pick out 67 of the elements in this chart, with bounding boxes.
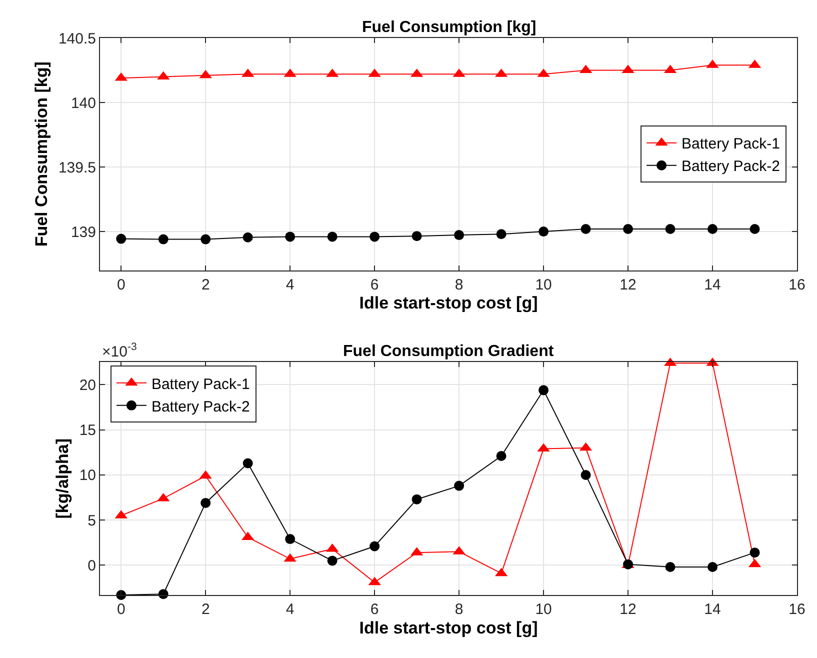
x-tick-label: 16 — [788, 276, 806, 294]
point — [708, 562, 718, 572]
legend-label: Battery Pack-1 — [151, 376, 250, 393]
y-tick-label: 140 — [70, 94, 96, 112]
point — [200, 234, 211, 244]
y-axis-title: Fuel Consumption [kg] — [32, 62, 52, 247]
x-tick-label: 8 — [454, 276, 464, 294]
point — [538, 226, 549, 237]
x-tick-label: 10 — [535, 601, 552, 618]
point — [285, 232, 296, 242]
y-tick-label: 140.5 — [58, 30, 96, 48]
text: ×10$^{-3}$ — [102, 341, 137, 360]
x-tick-label: 4 — [286, 601, 294, 618]
point — [116, 234, 126, 244]
point — [200, 498, 211, 508]
x-tick-label: 14 — [704, 601, 721, 618]
point — [496, 451, 506, 462]
point — [158, 234, 168, 244]
point — [370, 541, 380, 552]
y-axis-title: [kg/alpha] — [52, 438, 72, 519]
y-tick-label: 15 — [79, 422, 96, 440]
point — [454, 480, 464, 491]
x-tick-label: 12 — [620, 276, 636, 294]
point — [327, 556, 338, 566]
point — [538, 385, 549, 396]
y-tick-label: 139 — [70, 224, 96, 241]
x-axis-title: Idle start-stop cost [g] — [359, 618, 538, 638]
legend-label: Battery Pack-2 — [151, 398, 250, 416]
x-tick-label: 6 — [370, 276, 379, 294]
x-tick-label: 10 — [535, 276, 552, 294]
x-tick-label: 2 — [201, 276, 210, 294]
point — [454, 230, 464, 240]
point — [370, 232, 380, 242]
x-tick-label: 14 — [704, 276, 721, 294]
point — [580, 224, 591, 234]
chart-title: Fuel Consumption [kg] — [362, 19, 536, 36]
point — [412, 494, 422, 504]
point — [412, 231, 422, 242]
point — [750, 224, 760, 234]
y-tick-label: 139.5 — [58, 159, 96, 176]
x-tick-label: 16 — [788, 601, 806, 618]
point — [708, 224, 718, 234]
point — [580, 470, 591, 480]
y-tick-label: 5 — [88, 512, 96, 530]
x-tick-label: 0 — [116, 601, 126, 618]
point — [285, 534, 296, 544]
x-tick-label: 6 — [370, 601, 379, 618]
point — [750, 548, 760, 558]
point — [242, 232, 253, 242]
x-axis-title: Idle start-stop cost [g] — [359, 294, 538, 313]
x-tick-label: 12 — [620, 601, 636, 618]
x-tick-label: 4 — [286, 276, 294, 294]
point — [327, 232, 338, 242]
chart-title: Fuel Consumption Gradient — [343, 343, 554, 360]
x-tick-label: 2 — [201, 601, 210, 618]
point — [242, 458, 253, 468]
y-tick-label: 0 — [88, 557, 96, 574]
point — [496, 229, 506, 240]
x-tick-label: 0 — [116, 276, 126, 294]
x-tick-label: 8 — [454, 601, 464, 618]
legend-label: Battery Pack-2 — [682, 158, 780, 176]
legend-label: Battery Pack-1 — [682, 136, 780, 153]
point — [623, 224, 634, 234]
point — [665, 224, 676, 234]
y-tick-label: 20 — [79, 376, 96, 394]
y-tick-label: 10 — [79, 467, 96, 484]
point — [665, 562, 676, 572]
